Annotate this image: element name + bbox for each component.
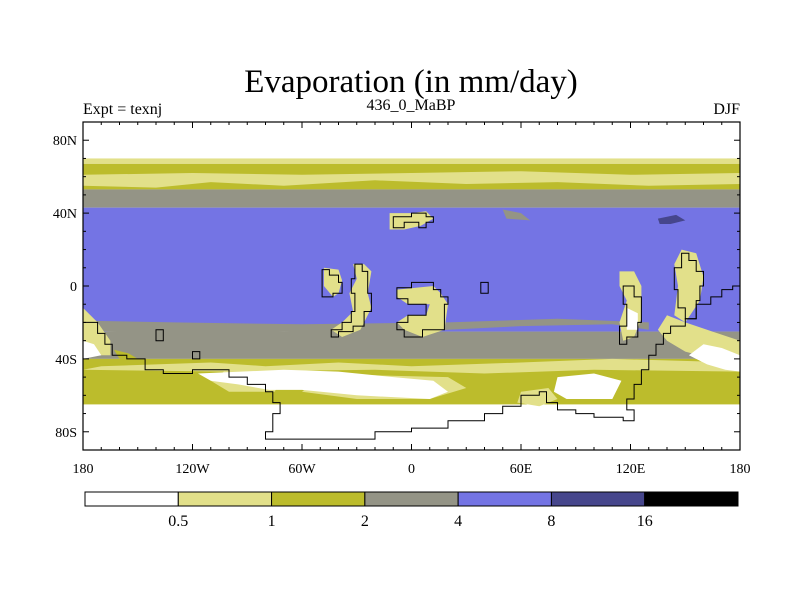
contour-region (83, 318, 649, 337)
contour-region (626, 307, 638, 330)
contour-region (83, 340, 102, 359)
y-tick-label: 80S (55, 426, 77, 441)
zonal-band (83, 189, 740, 208)
colorbar-label: 0.5 (168, 513, 188, 530)
coastline (392, 212, 434, 229)
colorbar-label: 2 (361, 513, 369, 530)
x-tick-label: 60W (288, 462, 316, 477)
zonal-band (83, 122, 740, 159)
contour-region (83, 171, 740, 188)
chart-title: Evaporation (in mm/day) (244, 64, 578, 100)
x-tick-label: 120W (175, 462, 210, 477)
y-tick-label: 0 (70, 280, 77, 295)
contour-region (265, 399, 549, 450)
zonal-band (83, 158, 740, 164)
contour-region (657, 214, 686, 224)
colorbar-label: 4 (454, 513, 462, 530)
colorbar-swatch (364, 491, 459, 507)
colorbar-swatch (271, 491, 366, 507)
contour-region (688, 344, 740, 372)
contour-region (396, 286, 448, 337)
y-tick-label: 40S (55, 353, 77, 368)
coastline (396, 281, 449, 338)
y-tick-label: 80N (53, 134, 77, 149)
x-tick-label: 120E (616, 462, 646, 477)
colorbar-swatch (644, 491, 739, 507)
colorbar-swatch (177, 491, 273, 507)
x-tick-label: 60E (510, 462, 533, 477)
evaporation-map (83, 122, 740, 450)
contour-region (198, 369, 448, 399)
x-tick-label: 180 (730, 462, 751, 477)
contour-region (553, 373, 622, 399)
coastline (673, 252, 704, 320)
subtitle-center: 436_0_MaBP (367, 97, 456, 114)
colorbar-swatch (84, 491, 179, 507)
coastline (619, 285, 642, 345)
contour-region (114, 349, 138, 359)
y-tick-label: 40N (53, 207, 77, 222)
contour-region (502, 209, 531, 221)
subtitle-left: Expt = texnj (83, 101, 162, 118)
x-tick-label: 0 (408, 462, 415, 477)
zonal-band (83, 331, 740, 359)
colorbar-label: 16 (637, 513, 653, 530)
coastline (83, 285, 740, 440)
contour-region (331, 264, 372, 337)
coastline (155, 329, 164, 342)
coastline (192, 351, 201, 360)
map-axes: 180 120W 60W 0 60E 120E 180 80N 40N 0 40S 80S (53, 121, 751, 477)
coastline (321, 269, 343, 298)
colorbar-label: 1 (268, 513, 276, 530)
subtitle-right: DJF (713, 101, 740, 118)
coastline (480, 281, 489, 294)
contour-region (517, 388, 558, 407)
colorbar: 0.5 1 2 4 8 16 (84, 491, 739, 530)
contour-region (389, 211, 434, 230)
colorbar-swatch (550, 491, 646, 507)
x-tick-label: 180 (73, 462, 94, 477)
colorbar-swatch (457, 491, 552, 507)
colorbar-label: 8 (547, 513, 555, 530)
coastline (330, 263, 372, 338)
